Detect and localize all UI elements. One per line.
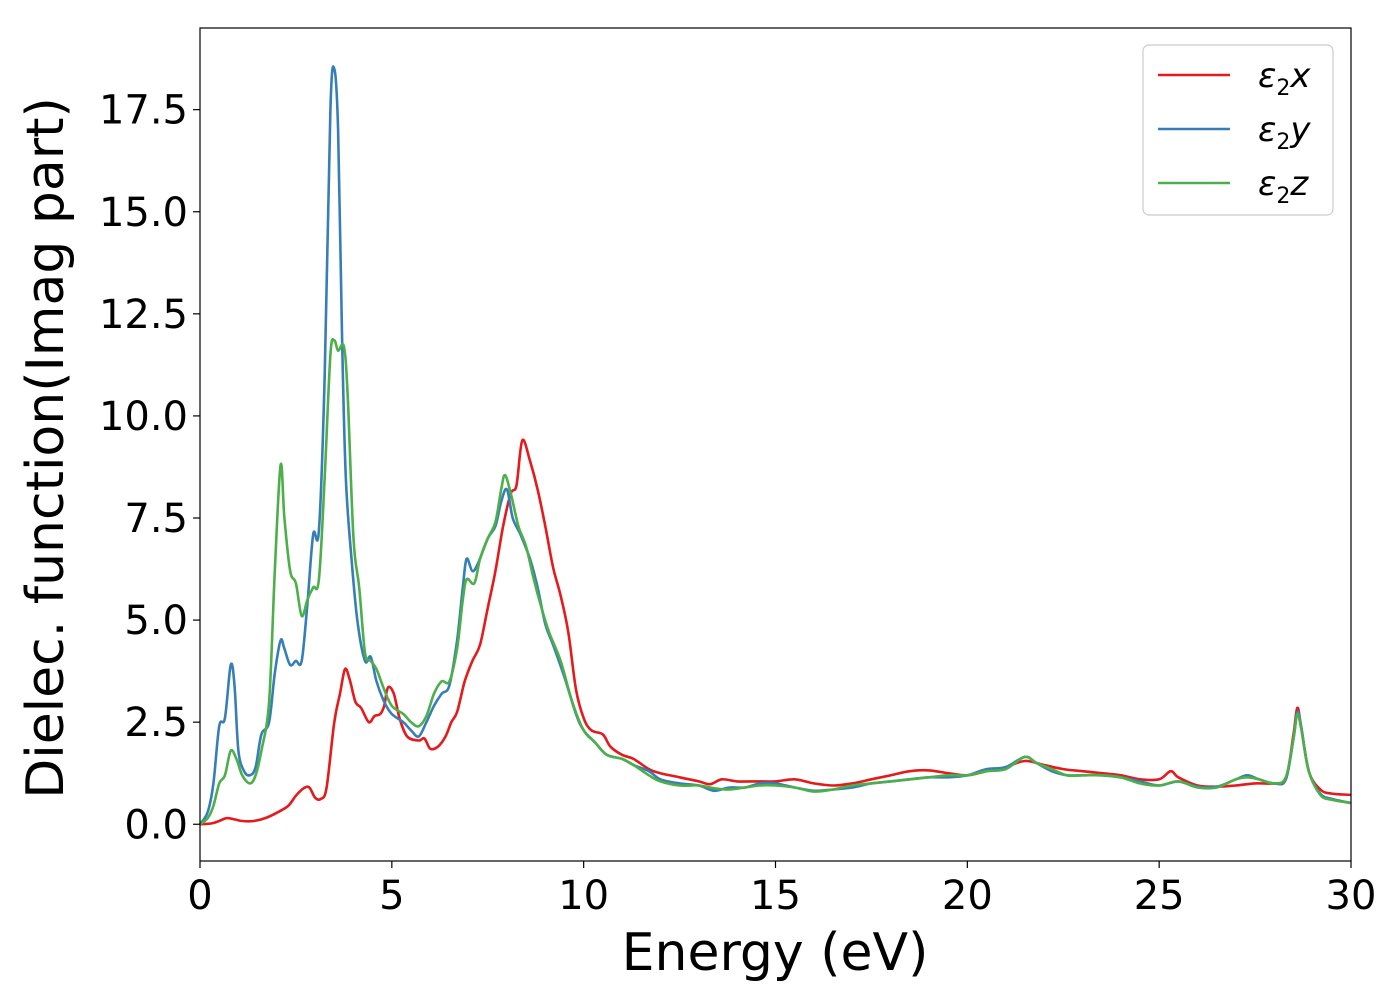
series-layer — [198, 65, 1352, 826]
y-tick-label: 0.0 — [124, 802, 188, 848]
y-tick-label: 10.0 — [99, 394, 188, 440]
x-tick-label: 15 — [750, 873, 801, 919]
x-axis-label: Energy (eV) — [622, 923, 929, 983]
x-tick-label: 20 — [942, 873, 993, 919]
x-axis-ticks: 0 5 10 15 20 25 30 — [187, 861, 1376, 919]
x-tick-label: 25 — [1134, 873, 1185, 919]
legend-box — [1142, 44, 1334, 216]
legend: ε2x ε2y ε2z — [1142, 44, 1334, 216]
y-tick-label: 17.5 — [99, 88, 188, 134]
y-axis-ticks: 0.0 2.5 5.0 7.5 10.0 12.5 15.0 17.5 — [99, 88, 200, 848]
series-line-z — [199, 337, 1352, 826]
x-tick-label: 30 — [1326, 873, 1377, 919]
y-tick-label: 7.5 — [124, 496, 188, 542]
legend-label-z: ε2z — [1258, 164, 1309, 209]
y-tick-label: 15.0 — [99, 190, 188, 236]
x-tick-label: 5 — [379, 873, 404, 919]
x-tick-label: 10 — [558, 873, 609, 919]
y-axis-label: Dielec. function(Imag part) — [16, 97, 76, 799]
y-tick-label: 2.5 — [124, 700, 188, 746]
y-tick-label: 12.5 — [99, 292, 188, 338]
legend-label-y: ε2y — [1258, 110, 1311, 155]
legend-label-x: ε2x — [1258, 56, 1311, 101]
x-tick-label: 0 — [187, 873, 212, 919]
series-line-x — [199, 438, 1352, 826]
y-tick-label: 5.0 — [124, 598, 188, 644]
